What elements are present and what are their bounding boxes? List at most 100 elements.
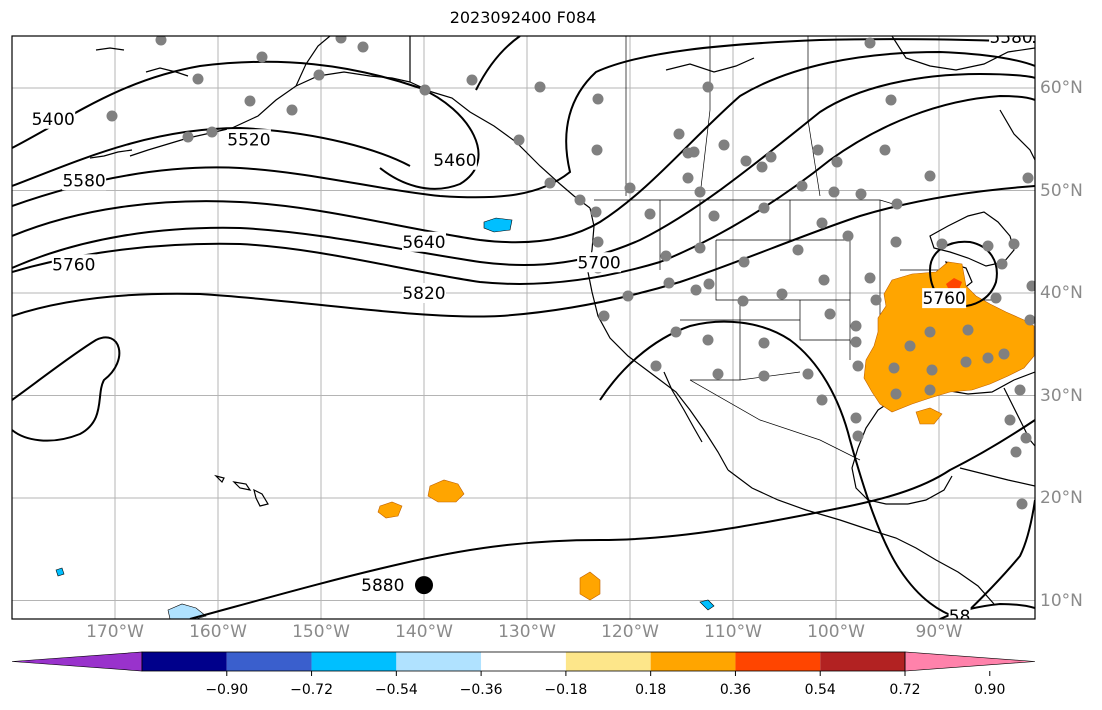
station-dot: [850, 336, 862, 348]
contour-label: 5880: [361, 576, 404, 596]
longitude-label: 140°W: [395, 622, 453, 642]
latitude-label: 40°N: [1040, 283, 1083, 303]
station-dot: [702, 81, 714, 93]
station-dot: [982, 240, 994, 252]
contour-label-background: [402, 283, 446, 303]
station-dot: [864, 272, 876, 284]
contour-label-background: [62, 170, 107, 191]
contour-label: 5760: [52, 255, 95, 275]
contour-label: 5700: [577, 253, 620, 273]
contour-label: 5580: [62, 171, 105, 191]
colorbar-segment: [396, 652, 482, 671]
contour-5400: [12, 60, 480, 190]
station-dot: [1014, 384, 1026, 396]
station-dot: [673, 128, 685, 140]
station-dot: [812, 144, 824, 156]
station-dot: [758, 337, 770, 349]
contour-label: 5460: [433, 151, 476, 171]
station-dot: [702, 334, 714, 346]
station-dot: [256, 51, 268, 63]
station-dot: [792, 244, 804, 256]
station-dot: [708, 210, 720, 222]
contour-label: 5760: [923, 289, 966, 309]
colorbar-segment: [650, 652, 736, 671]
station-dot: [842, 230, 854, 242]
graticule: [12, 36, 1035, 619]
station-dot: [206, 126, 218, 138]
contour-label-background: [432, 149, 477, 170]
station-dot: [776, 288, 788, 300]
contour-label-background: [31, 108, 76, 129]
longitude-label: 100°W: [807, 622, 865, 642]
station-dot: [758, 370, 770, 382]
station-dot: [1004, 414, 1016, 426]
station-dot: [796, 180, 808, 192]
station-dot: [765, 151, 777, 163]
station-dot: [513, 134, 525, 146]
contour-5760-north: [12, 94, 1035, 285]
station-dot: [824, 308, 836, 320]
station-dot: [831, 156, 843, 168]
political-borders: [594, 36, 1000, 461]
latitude-label: 20°N: [1040, 488, 1083, 508]
station-dot: [924, 170, 936, 182]
station-dot: [738, 256, 750, 268]
anomaly-region-negative-b: [167, 603, 207, 619]
contour-5640: [12, 50, 1035, 244]
longitude-label: 160°W: [189, 622, 247, 642]
colorbar-tick-label: 0.54: [804, 682, 836, 698]
station-dot: [924, 384, 936, 396]
station-dot: [703, 278, 715, 290]
station-dot: [740, 155, 752, 167]
station-dot: [598, 310, 610, 322]
station-dot: [890, 388, 902, 400]
station-dot: [712, 368, 724, 380]
station-dot: [592, 236, 604, 248]
station-dot: [904, 340, 916, 352]
station-dot: [694, 186, 706, 198]
station-dot: [816, 217, 828, 229]
station-dot: [663, 277, 675, 289]
colorbar-segment: [226, 652, 312, 671]
station-dot: [982, 352, 994, 364]
station-dot: [106, 110, 118, 122]
anomaly-region-negative-d: [55, 567, 65, 577]
colorbar-tick-label: −0.36: [459, 682, 503, 698]
contour-label-background: [922, 288, 967, 309]
latitude-label: 50°N: [1040, 180, 1083, 201]
map-frame: [11, 35, 1036, 620]
station-dot: [737, 295, 749, 307]
station-dot: [682, 172, 694, 184]
contour-5580: [12, 38, 1035, 207]
colorbar-tick-label: −0.54: [374, 682, 418, 698]
station-dot: [960, 356, 972, 368]
station-dot: [192, 73, 204, 85]
anomaly-region-eastern-us: [863, 261, 1035, 413]
station-dot: [870, 294, 882, 306]
station-dot: [286, 104, 298, 116]
longitude-label: 130°W: [498, 622, 556, 642]
station-dot: [1026, 280, 1035, 292]
station-dot: [718, 139, 730, 151]
contour-label-background: [402, 231, 446, 252]
contour-5460: [475, 36, 521, 91]
station-dot: [244, 95, 256, 107]
station-dot: [864, 37, 876, 49]
contour-label-background: [989, 36, 1034, 47]
colorbar: [11, 651, 1036, 676]
station-dot: [850, 320, 862, 332]
anomaly-region-negative-c: [699, 599, 715, 611]
station-dot: [990, 292, 1002, 304]
station-dot: [155, 36, 167, 46]
station-dot: [624, 182, 636, 194]
station-dot: [1010, 446, 1022, 458]
anomaly-region-pacific-b: [377, 501, 403, 519]
anomaly-region-pacific-a: [427, 479, 465, 503]
latitude-label: 10°N: [1040, 590, 1083, 611]
longitude-label: 110°W: [704, 622, 762, 642]
colorbar-segment: [481, 652, 566, 671]
station-dot: [879, 144, 891, 156]
contour-label-background: [360, 575, 405, 596]
station-dot: [650, 360, 662, 372]
station-dot: [644, 208, 656, 220]
